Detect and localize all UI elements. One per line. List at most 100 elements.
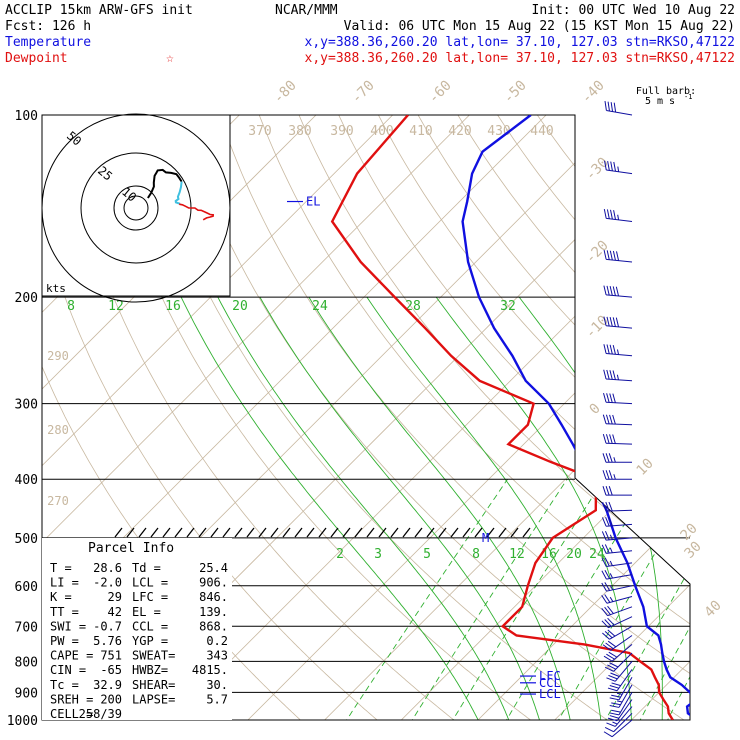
wind-barb <box>606 706 633 727</box>
barb-flag <box>616 251 620 261</box>
pressure-label-100: 100 <box>15 109 38 124</box>
parcel-key: EL = <box>132 605 161 619</box>
barb-shaft <box>614 706 633 727</box>
barb-flag <box>612 286 616 296</box>
wind-barb <box>601 582 633 592</box>
hodograph-ring-50 <box>41 113 231 303</box>
barb-flag <box>613 210 616 220</box>
barb-flag <box>601 595 608 604</box>
theta-label: 410 <box>409 124 432 139</box>
barb-flag <box>609 715 620 719</box>
parcel-key: SREH = <box>50 692 93 706</box>
barb-flag <box>601 620 609 629</box>
barb-flag <box>609 705 620 708</box>
freezing-tick <box>270 527 279 538</box>
freezing-tick <box>438 527 447 538</box>
barb-flag <box>602 502 607 512</box>
barb-flag <box>604 530 610 541</box>
parcel-key: LCL = <box>132 576 168 590</box>
dry-adiabat <box>136 115 626 720</box>
hodograph-trace-upper <box>179 203 215 221</box>
freezing-tick <box>282 527 291 538</box>
barb-shaft <box>605 423 633 426</box>
freezing-tick <box>450 527 459 538</box>
wind-barb <box>603 208 633 223</box>
parcel-info-title: Parcel Info <box>88 541 174 556</box>
mixing-ratio-line <box>403 478 568 720</box>
mixing-label-top: 12 <box>108 299 124 314</box>
barb-flag <box>609 685 620 689</box>
barb-shaft <box>606 169 633 175</box>
theta-label: 380 <box>288 124 311 139</box>
mixing-label-mid: 5 <box>423 547 431 562</box>
model-title: ACCLIP 15km ARW-GFS init <box>5 3 193 18</box>
barb-flag <box>610 209 613 220</box>
mixing-label-mid: 20 <box>566 547 582 562</box>
barb-flag <box>605 642 614 650</box>
freezing-tick <box>318 527 327 538</box>
wind-barb <box>601 605 633 617</box>
wind-barb <box>603 719 633 738</box>
theta-label: 440 <box>530 124 553 139</box>
mixing-label-mid: 3 <box>374 547 382 562</box>
freezing-tick <box>162 527 171 538</box>
pressure-axis: 100 200 300 400 500 600 700 800 900 1000 <box>7 109 38 729</box>
parcel-value: 30. <box>206 678 228 692</box>
barb-flag <box>609 317 613 327</box>
parcel-value: 32.9 <box>93 678 122 692</box>
marker-el: EL <box>306 195 320 209</box>
freezing-tick <box>486 527 495 538</box>
barb-flag <box>604 606 611 615</box>
barb-flag <box>615 286 620 297</box>
center-title: NCAR/MMM <box>275 3 338 18</box>
header: ACCLIP 15km ARW-GFS init NCAR/MMM Init: … <box>5 3 735 107</box>
parcel-value: 4815. <box>192 663 228 677</box>
parcel-info-box: Parcel Info T = 28.6 Td = 25.4 LI = -2.0 LCL =… <box>42 538 232 721</box>
barb-flag <box>612 393 616 403</box>
barb-flag <box>601 557 607 567</box>
wind-barb <box>603 644 633 662</box>
mixing-ratio-line <box>498 478 653 720</box>
mixing-label-top: 8 <box>67 299 75 314</box>
barb-flag <box>603 285 607 295</box>
wind-barb <box>602 625 633 640</box>
wind-barb <box>601 616 633 629</box>
parcel-key: LAPSE= <box>132 692 175 706</box>
parcel-key: T = <box>50 561 72 575</box>
barb-flag <box>615 317 620 328</box>
parcel-value: 5.7 <box>206 692 228 706</box>
barb-shaft <box>611 719 633 738</box>
barb-half-flag <box>613 474 616 480</box>
parcel-value: 258/39 <box>79 707 122 721</box>
wind-barb <box>603 344 633 357</box>
freezing-tick <box>510 527 519 538</box>
valid-time: Valid: 06 UTC Mon 15 Aug 22 (15 KST Mon … <box>344 19 735 34</box>
freezing-tick <box>174 527 183 538</box>
parcel-key: CIN = <box>50 663 86 677</box>
hodograph-ring-inner <box>123 195 149 221</box>
forecast-hour: Fcst: 126 h <box>5 19 91 34</box>
wind-barb <box>602 486 632 496</box>
dry-adiabat <box>332 115 690 720</box>
hodograph-ring-10 <box>113 185 159 231</box>
pressure-label-200: 200 <box>15 291 38 306</box>
barb-flag <box>607 664 617 670</box>
pressure-label-400: 400 <box>15 473 38 488</box>
parcel-key: CCL = <box>132 619 168 633</box>
wind-barb <box>602 635 633 651</box>
wind-barb <box>602 453 632 463</box>
mixing-ratio-line <box>660 478 690 720</box>
barb-shaft <box>610 635 633 651</box>
parcel-value: 0.2 <box>206 634 228 648</box>
freezing-tick <box>426 527 435 538</box>
barb-flag <box>604 666 614 672</box>
parcel-value: 29 <box>108 590 122 604</box>
hodograph-trace-low <box>147 168 183 199</box>
barb-flag <box>607 101 610 112</box>
wind-barb <box>601 530 633 541</box>
barb-flag <box>608 516 613 526</box>
wind-barb <box>601 594 633 604</box>
parcel-value: -2.0 <box>93 576 122 590</box>
parcel-key: SWEAT= <box>132 649 175 663</box>
